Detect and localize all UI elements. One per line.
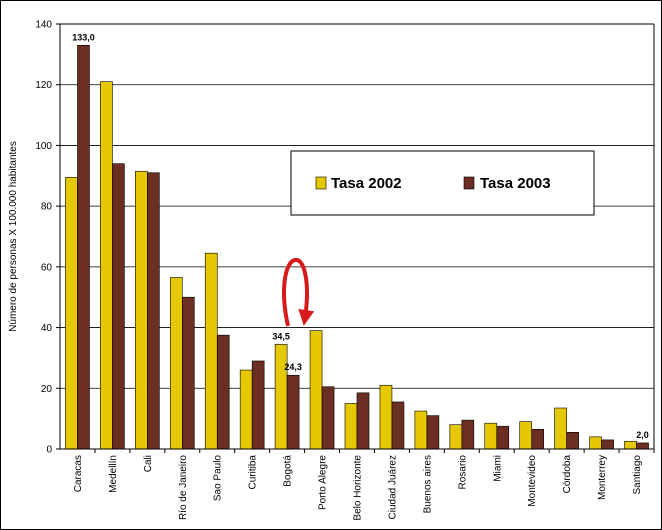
bar-tasa-2003-monterrey <box>601 439 614 450</box>
bar-tasa-2003-medellin <box>112 163 125 450</box>
x-tick-label-caracas: Caracas <box>73 455 84 492</box>
legend: Tasa 2002 Tasa 2003 <box>290 150 595 216</box>
x-tick-label-curitiba: Curitiba <box>248 455 259 490</box>
legend-swatch-tasa-2003 <box>463 176 475 190</box>
data-label-tasa-2003-caracas: 133,0 <box>72 32 95 42</box>
bar-tasa-2003-miami <box>496 425 510 450</box>
data-label-tasa-2003-bogota: 24,3 <box>284 362 302 372</box>
bar-tasa-2002-ciudad-juarez <box>379 384 393 450</box>
y-tick-label-60: 60 <box>41 262 53 273</box>
bar-tasa-2002-belo-horizonte <box>344 403 358 450</box>
bar-tasa-2003-buenos-aires <box>426 415 440 450</box>
bar-tasa-2002-rio-de-janeiro <box>169 277 183 450</box>
bar-tasa-2003-montevideo <box>531 428 545 450</box>
bar-tasa-2002-porto-alegre <box>309 330 323 450</box>
bar-tasa-2003-belo-horizonte <box>356 392 370 450</box>
bar-tasa-2003-bogota <box>286 374 300 450</box>
bars <box>65 44 655 453</box>
bar-tasa-2002-buenos-aires <box>414 410 428 450</box>
y-tick-label-100: 100 <box>35 141 52 152</box>
x-tick-label-buenos-aires: Buenos aires <box>422 455 433 513</box>
x-tick-label-belo-horizonte: Belo Horizonte <box>353 455 364 521</box>
x-tick-label-medellin: Medellín <box>108 455 119 493</box>
x-tick-label-porto-alegre: Porto Alegre <box>318 455 329 510</box>
bar-tasa-2003-cali <box>147 172 160 450</box>
bar-tasa-2002-santiago <box>624 441 637 450</box>
bar-tasa-2003-rosario <box>461 419 475 450</box>
bar-tasa-2003-ciudad-juarez <box>391 401 405 450</box>
x-tick-label-rosario: Rosario <box>457 455 468 490</box>
legend-box <box>290 150 595 216</box>
bar-tasa-2002-medellin <box>100 81 113 450</box>
bar-tasa-2002-montevideo <box>519 421 533 450</box>
legend-label-tasa-2003: Tasa 2003 <box>480 175 551 192</box>
x-tick-label-rio-de-janeiro: Río de Janeiro <box>178 455 189 520</box>
y-tick-label-120: 120 <box>35 80 52 91</box>
x-tick-label-montevideo: Montevideo <box>527 455 538 507</box>
legend-label-tasa-2002: Tasa 2002 <box>331 175 402 192</box>
y-tick-label-0: 0 <box>46 445 52 456</box>
x-tick-label-miami: Miami <box>492 455 503 482</box>
x-tick-label-ciudad-juarez: Ciudad Juárez <box>387 455 398 519</box>
y-tick-label-40: 40 <box>41 323 53 334</box>
bar-tasa-2003-curitiba <box>251 360 265 450</box>
y-tick-label-80: 80 <box>41 202 53 213</box>
x-tick-label-sao-paulo: Sao Paulo <box>213 455 224 502</box>
data-label-tasa-2002-bogota: 34,5 <box>272 331 290 341</box>
bar-tasa-2002-cali <box>135 170 148 450</box>
bar-tasa-2002-bogota <box>274 343 288 450</box>
x-tick-label-cordoba: Córdoba <box>562 455 573 494</box>
bar-tasa-2003-cordoba <box>566 432 579 450</box>
bar-tasa-2003-rio-de-janeiro <box>181 296 195 450</box>
red-curved-arrow <box>282 258 315 327</box>
x-tick-label-bogota: Bogotá <box>283 455 294 487</box>
bar-tasa-2002-curitiba <box>239 369 253 450</box>
bar-tasa-2002-monterrey <box>589 436 602 450</box>
y-ticks: 0 20 40 60 80 100 120 140 <box>35 20 60 456</box>
x-labels: Caracas Medellín Cali Río de Janeiro Sao Pau… <box>73 455 643 521</box>
bar-tasa-2002-sao-paulo <box>204 252 218 450</box>
y-tick-label-140: 140 <box>35 20 52 31</box>
x-tick-label-santiago: Santiago <box>632 455 643 495</box>
data-label-tasa-2003-santiago: 2,0 <box>636 430 649 440</box>
bar-tasa-2003-porto-alegre <box>321 386 335 450</box>
data-labels: 133,0 34,5 24,3 2,0 <box>72 32 649 440</box>
bar-tasa-2003-sao-paulo <box>216 334 230 450</box>
bar-tasa-2003-caracas <box>77 44 90 450</box>
x-tick-label-cali: Cali <box>143 455 154 472</box>
y-axis-label: Número de personas X 100.000 habitantes <box>8 141 19 332</box>
bar-tasa-2002-caracas <box>65 177 78 450</box>
bar-tasa-2002-cordoba <box>554 407 567 450</box>
y-tick-label-20: 20 <box>41 384 53 395</box>
bar-tasa-2003-santiago <box>636 442 649 450</box>
legend-swatch-tasa-2002 <box>315 176 327 190</box>
x-tick-label-monterrey: Monterrey <box>597 455 608 500</box>
bar-tasa-2002-rosario <box>449 424 463 450</box>
bar-tasa-2002-miami <box>484 422 498 450</box>
